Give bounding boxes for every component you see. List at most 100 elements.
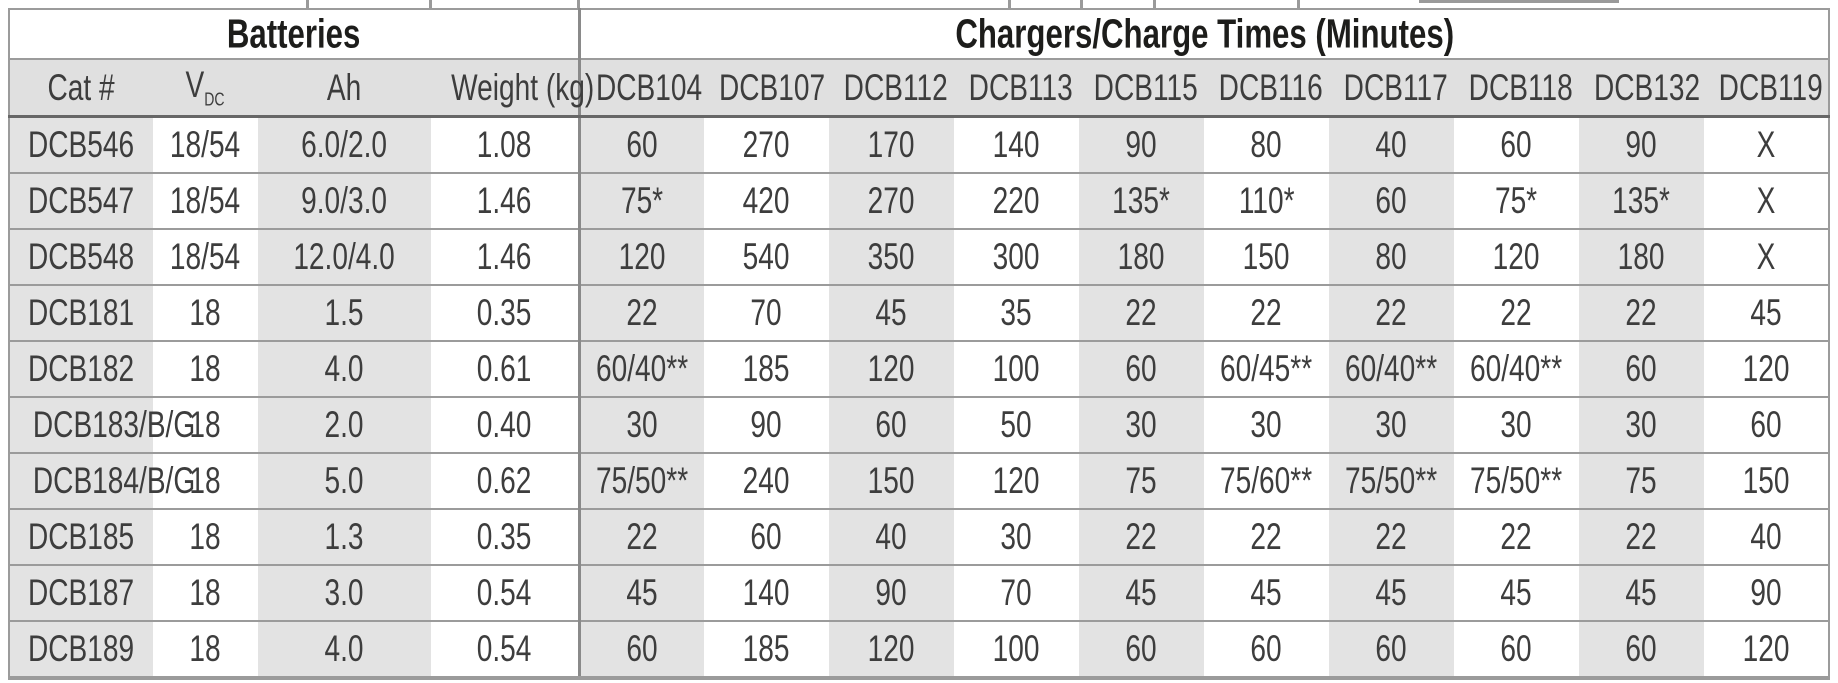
table-row-dcb548: DCB548 18/54 12.0/4.0 1.46 120 540 350 300 180 15…	[9, 229, 1829, 286]
charge-time-cell-dcb104: 45	[577, 565, 704, 622]
table-row-dcb185: DCB185 18 1.3 0.35 22 60 40 30 22 22 22 22 22 40	[9, 509, 1829, 566]
battery-vdc-cell: 18/54	[153, 229, 258, 286]
battery-cat-cell: DCB547	[9, 173, 153, 230]
charge-time-cell-dcb117: 60	[1328, 621, 1454, 679]
charge-time-cell-dcb113: 140	[953, 116, 1079, 174]
crop-artifact-tick	[1008, 0, 1011, 9]
battery-cat-cell: DCB182	[9, 341, 153, 398]
battery-vdc-cell: 18/54	[153, 173, 258, 230]
chargers-section-header: Chargers/Charge Times (Minutes)	[577, 9, 1829, 60]
charge-time-cell-dcb117: 75/50**	[1328, 453, 1454, 510]
charge-time-cell-dcb118: 30	[1453, 397, 1579, 454]
charge-time-cell-dcb119: 120	[1703, 621, 1829, 679]
battery-vdc-cell: 18	[153, 285, 258, 342]
charge-time-cell-dcb115: 22	[1078, 509, 1204, 566]
battery-weight-cell: 0.40	[431, 397, 580, 454]
battery-weight-cell: 0.61	[431, 341, 580, 398]
charge-time-cell-dcb104: 22	[577, 285, 704, 342]
charge-time-cell-dcb107: 540	[704, 229, 829, 286]
table-body: DCB546 18/54 6.0/2.0 1.08 60 270 170 140 90 80 40 6…	[9, 116, 1829, 679]
column-header-ah: Ah	[258, 59, 431, 118]
battery-cat-cell: DCB187	[9, 565, 153, 622]
battery-cat-cell: DCB185	[9, 509, 153, 566]
charge-time-cell-dcb117: 22	[1328, 509, 1454, 566]
charge-time-cell-dcb113: 100	[953, 341, 1079, 398]
charge-time-cell-dcb132: 60	[1578, 621, 1704, 679]
battery-cat-cell: DCB183/B/G	[9, 397, 195, 454]
table-row-dcb184-b-g: DCB184/B/G 18 5.0 0.62 75/50** 240 150 120 75 75/…	[9, 453, 1829, 510]
charge-time-cell-dcb115: 60	[1078, 621, 1204, 679]
battery-ah-cell: 9.0/3.0	[258, 173, 431, 230]
charge-time-cell-dcb119: X	[1703, 173, 1829, 230]
column-header-dcb104: DCB104	[577, 59, 704, 118]
charge-time-cell-dcb116: 22	[1203, 509, 1329, 566]
charge-time-cell-dcb115: 135*	[1078, 173, 1204, 230]
battery-weight-cell: 1.46	[431, 229, 580, 286]
charge-time-cell-dcb112: 270	[828, 173, 954, 230]
battery-cat-cell: DCB546	[9, 116, 153, 174]
charge-time-cell-dcb104: 30	[577, 397, 704, 454]
charge-time-cell-dcb118: 22	[1453, 509, 1579, 566]
charge-time-cell-dcb132: 75	[1578, 453, 1704, 510]
battery-vdc-cell: 18	[153, 565, 258, 622]
charge-time-cell-dcb107: 185	[704, 341, 829, 398]
charge-time-cell-dcb132: 180	[1578, 229, 1704, 286]
battery-cat-cell: DCB181	[9, 285, 153, 342]
column-header-weight: Weight (kg)	[431, 59, 594, 118]
charge-time-cell-dcb113: 30	[953, 509, 1079, 566]
charge-time-cell-dcb113: 50	[953, 397, 1079, 454]
charge-time-cell-dcb104: 120	[577, 229, 704, 286]
charge-time-cell-dcb119: 120	[1703, 341, 1829, 398]
charge-time-cell-dcb116: 150	[1203, 229, 1329, 286]
charge-time-cell-dcb107: 420	[704, 173, 829, 230]
battery-cat-cell: DCB548	[9, 229, 153, 286]
charge-time-cell-dcb115: 60	[1078, 341, 1204, 398]
charge-time-cell-dcb115: 75	[1078, 453, 1204, 510]
battery-weight-cell: 0.35	[431, 285, 580, 342]
charge-time-cell-dcb112: 350	[828, 229, 954, 286]
charge-time-cell-dcb116: 60	[1203, 621, 1329, 679]
charge-time-cell-dcb118: 75*	[1453, 173, 1579, 230]
charge-time-cell-dcb116: 45	[1203, 565, 1329, 622]
table-row-dcb546: DCB546 18/54 6.0/2.0 1.08 60 270 170 140 90 80 40 6…	[9, 116, 1829, 174]
charge-time-cell-dcb115: 90	[1078, 116, 1204, 174]
batteries-section-header: Batteries	[9, 9, 580, 60]
battery-weight-cell: 0.54	[431, 565, 580, 622]
charge-time-cell-dcb115: 22	[1078, 285, 1204, 342]
battery-cat-cell: DCB189	[9, 621, 153, 679]
battery-vdc-cell: 18	[153, 621, 258, 679]
column-header-dcb118: DCB118	[1453, 59, 1579, 118]
charge-time-cell-dcb116: 75/60**	[1203, 453, 1329, 510]
charge-time-cell-dcb113: 100	[953, 621, 1079, 679]
battery-vdc-cell: 18	[153, 453, 258, 510]
charge-time-cell-dcb104: 60	[577, 116, 704, 174]
charge-time-cell-dcb119: 40	[1703, 509, 1829, 566]
section-header-row: Batteries Chargers/Charge Times (Minutes…	[9, 9, 1829, 60]
battery-ah-cell: 1.5	[258, 285, 431, 342]
column-header-row: Cat # VDC Ah Weight (kg) DCB104 DCB107 DCB112 D…	[9, 59, 1829, 118]
battery-weight-cell: 0.35	[431, 509, 580, 566]
charge-time-cell-dcb117: 80	[1328, 229, 1454, 286]
charge-time-cell-dcb117: 22	[1328, 285, 1454, 342]
charge-time-cell-dcb118: 60	[1453, 621, 1579, 679]
charge-time-cell-dcb113: 70	[953, 565, 1079, 622]
charge-time-cell-dcb118: 45	[1453, 565, 1579, 622]
charge-time-cell-dcb118: 60	[1453, 116, 1579, 174]
table-row-dcb181: DCB181 18 1.5 0.35 22 70 45 35 22 22 22 22 22 45	[9, 285, 1829, 342]
charge-time-cell-dcb113: 220	[953, 173, 1079, 230]
charge-time-cell-dcb113: 35	[953, 285, 1079, 342]
charge-time-cell-dcb113: 300	[953, 229, 1079, 286]
charge-time-cell-dcb117: 40	[1328, 116, 1454, 174]
table-row-dcb189: DCB189 18 4.0 0.54 60 185 120 100 60 60 60 60 60 120	[9, 621, 1829, 679]
charge-time-cell-dcb115: 30	[1078, 397, 1204, 454]
battery-ah-cell: 1.3	[258, 509, 431, 566]
battery-ah-cell: 4.0	[258, 621, 431, 679]
battery-charger-spec-table: Batteries Chargers/Charge Times (Minutes…	[8, 8, 1830, 680]
charge-time-cell-dcb119: 45	[1703, 285, 1829, 342]
battery-weight-cell: 1.46	[431, 173, 580, 230]
charge-time-cell-dcb112: 150	[828, 453, 954, 510]
battery-weight-cell: 0.62	[431, 453, 580, 510]
charge-time-cell-dcb132: 90	[1578, 116, 1704, 174]
charge-time-cell-dcb116: 60/45**	[1203, 341, 1329, 398]
column-header-dcb116: DCB116	[1203, 59, 1329, 118]
